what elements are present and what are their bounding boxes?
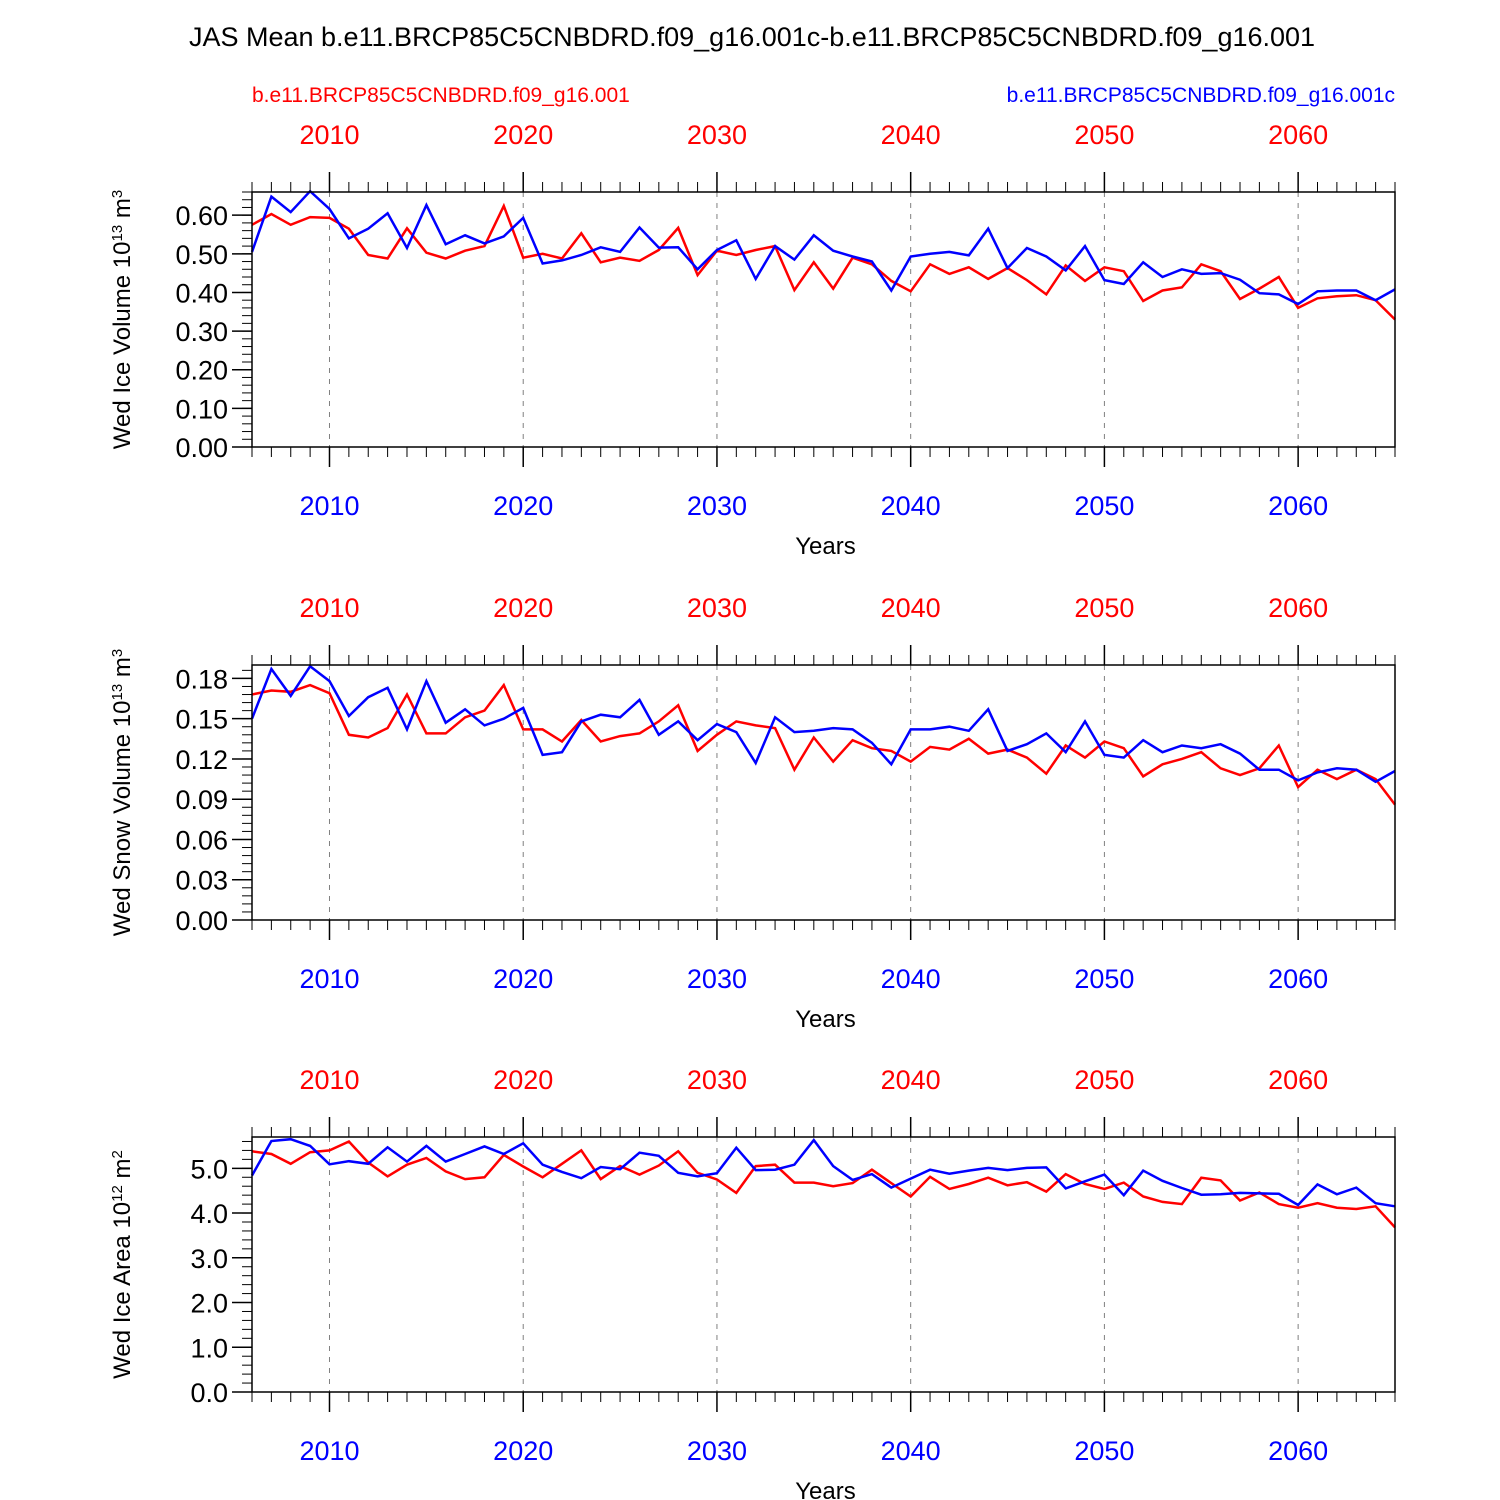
x-top-tick-label: 2030 — [687, 120, 747, 150]
series-line-red — [251, 682, 1396, 806]
y-tick-label: 0.30 — [175, 317, 228, 347]
x-bottom-tick-label: 2060 — [1268, 964, 1328, 994]
chart-title: JAS Mean b.e11.BRCP85C5CNBDRD.f09_g16.00… — [189, 22, 1315, 52]
plot-frame — [251, 191, 1396, 448]
y-tick-label: 0.18 — [175, 664, 228, 694]
x-top-tick-label: 2060 — [1268, 593, 1328, 623]
x-top-tick-label: 2050 — [1074, 1065, 1134, 1095]
y-tick-label: 0.60 — [175, 201, 228, 231]
chart-panels: 0.00 0.10 0.20 0.30 0.40 0.50 0.60 2010 2010 2020… — [109, 120, 1396, 1500]
y-tick-label: 0.20 — [175, 356, 228, 386]
x-bottom-tick-label: 2050 — [1074, 1436, 1134, 1466]
x-top-tick-label: 2050 — [1074, 120, 1134, 150]
x-top-tick-label: 2020 — [493, 593, 553, 623]
x-top-tick-label: 2040 — [881, 120, 941, 150]
y-axis-label-main: Wed Ice Volume 10 — [109, 242, 136, 450]
series-line-blue — [250, 664, 1396, 784]
y-axis-label-exp: 12 — [109, 1185, 126, 1202]
x-axis-label: Years — [795, 1478, 856, 1500]
plot-frame — [251, 664, 1396, 921]
y-tick-label: 0.40 — [175, 278, 228, 308]
y-tick-label: 0.00 — [175, 433, 228, 463]
x-top-tick-label: 2040 — [881, 593, 941, 623]
chart-panel-ice-area: 0.0 1.0 2.0 3.0 4.0 5.0 2010 2010 2020 2020 2030 20… — [109, 1065, 1396, 1500]
y-tick-label: 4.0 — [190, 1199, 228, 1229]
x-bottom-tick-label: 2040 — [881, 964, 941, 994]
x-top-tick-label: 2010 — [299, 593, 359, 623]
x-top-tick-label: 2020 — [493, 120, 553, 150]
legend-left-case: b.e11.BRCP85C5CNBDRD.f09_g16.001 — [252, 84, 630, 107]
x-bottom-tick-label: 2050 — [1074, 491, 1134, 521]
y-axis-label-unit-exp: 2 — [109, 1150, 126, 1158]
x-bottom-tick-label: 2030 — [687, 491, 747, 521]
x-top-tick-label: 2010 — [299, 1065, 359, 1095]
x-axis-label: Years — [795, 533, 856, 560]
x-bottom-tick-label: 2010 — [299, 491, 359, 521]
x-top-tick-label: 2040 — [881, 1065, 941, 1095]
y-tick-label: 0.12 — [175, 745, 228, 775]
chart-panel-ice-volume: 0.00 0.10 0.20 0.30 0.40 0.50 0.60 2010 2010 2020… — [109, 120, 1396, 560]
x-bottom-tick-label: 2030 — [687, 1436, 747, 1466]
x-top-tick-label: 2030 — [687, 1065, 747, 1095]
y-axis-label-main: Wed Snow Volume 10 — [109, 701, 136, 937]
y-axis-label-exp: 13 — [109, 684, 126, 701]
y-tick-label: 0.03 — [175, 866, 228, 896]
y-tick-label: 3.0 — [190, 1244, 228, 1274]
x-top-tick-label: 2020 — [493, 1065, 553, 1095]
y-axis-label: Wed Snow Volume 1013 m3 — [109, 649, 137, 936]
y-tick-label: 0.00 — [175, 906, 228, 936]
series-line-red — [251, 202, 1396, 321]
y-tick-label: 1.0 — [190, 1333, 228, 1363]
x-top-tick-label: 2060 — [1268, 1065, 1328, 1095]
x-bottom-tick-label: 2010 — [299, 964, 359, 994]
y-tick-label: 5.0 — [190, 1154, 228, 1184]
y-axis-label-unit-exp: 3 — [109, 190, 126, 198]
x-bottom-tick-label: 2050 — [1074, 964, 1134, 994]
plot-frame — [251, 1136, 1396, 1393]
x-top-tick-label: 2050 — [1074, 593, 1134, 623]
x-bottom-tick-label: 2060 — [1268, 491, 1328, 521]
y-axis-label-main: Wed Ice Area 10 — [109, 1202, 136, 1379]
x-top-tick-label: 2030 — [687, 593, 747, 623]
y-axis-label-unit: m — [109, 198, 136, 225]
x-bottom-tick-label: 2030 — [687, 964, 747, 994]
x-bottom-tick-label: 2020 — [493, 491, 553, 521]
y-tick-label: 0.15 — [175, 705, 228, 735]
x-top-tick-label: 2010 — [299, 120, 359, 150]
x-bottom-tick-label: 2010 — [299, 1436, 359, 1466]
series-line-red — [251, 1139, 1396, 1229]
series-line-blue — [250, 189, 1396, 306]
x-axis-label: Years — [795, 1006, 856, 1033]
y-tick-label: 0.06 — [175, 825, 228, 855]
y-axis-label: Wed Ice Area 1012 m2 — [109, 1150, 137, 1379]
x-bottom-tick-label: 2040 — [881, 491, 941, 521]
y-axis-label-exp: 13 — [109, 225, 126, 242]
y-tick-label: 2.0 — [190, 1289, 228, 1319]
chart-panel-snow-volume: 0.00 0.03 0.06 0.09 0.12 0.15 0.18 2010 2010 2020… — [109, 593, 1396, 1033]
y-axis-label: Wed Ice Volume 1013 m3 — [109, 190, 137, 449]
x-top-tick-label: 2060 — [1268, 120, 1328, 150]
y-tick-label: 0.0 — [190, 1378, 228, 1408]
legend-right-case: b.e11.BRCP85C5CNBDRD.f09_g16.001c — [1007, 84, 1395, 107]
series-line-blue — [250, 1137, 1396, 1208]
y-tick-label: 0.09 — [175, 785, 228, 815]
x-bottom-tick-label: 2020 — [493, 1436, 553, 1466]
y-tick-label: 0.50 — [175, 240, 228, 270]
x-bottom-tick-label: 2020 — [493, 964, 553, 994]
y-axis-label-unit-exp: 3 — [109, 649, 126, 657]
y-tick-label: 0.10 — [175, 394, 228, 424]
x-bottom-tick-label: 2040 — [881, 1436, 941, 1466]
y-axis-label-unit: m — [109, 1158, 136, 1185]
x-bottom-tick-label: 2060 — [1268, 1436, 1328, 1466]
y-axis-label-unit: m — [109, 657, 136, 684]
